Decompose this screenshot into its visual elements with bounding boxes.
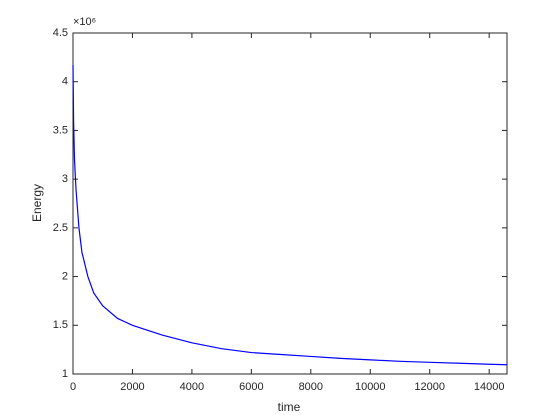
y-tick-label: 4	[62, 76, 68, 88]
y-axis-label: Energy	[30, 184, 44, 222]
data-line	[72, 65, 508, 366]
y-tick-label: 3	[62, 173, 68, 185]
y-tick-label: 2.5	[53, 222, 68, 234]
y-tick-label: 2	[62, 270, 68, 282]
axes-box	[72, 32, 508, 375]
x-tick-label: 14000	[474, 381, 505, 393]
x-tick-label: 6000	[239, 381, 263, 393]
y-exponent-label: ×10⁶	[73, 16, 96, 28]
x-tick-label: 12000	[414, 381, 445, 393]
y-tick-label: 1	[62, 368, 68, 380]
x-tick-label: 0	[70, 381, 76, 393]
x-tick-label: 8000	[299, 381, 323, 393]
x-tick-label: 2000	[120, 381, 144, 393]
x-tick-label: 10000	[355, 381, 386, 393]
x-axis-label: time	[278, 400, 301, 414]
x-tick-label: 4000	[180, 381, 204, 393]
y-tick-label: 3.5	[53, 124, 68, 136]
y-tick-label: 1.5	[53, 319, 68, 331]
y-tick-label: 4.5	[53, 27, 68, 39]
